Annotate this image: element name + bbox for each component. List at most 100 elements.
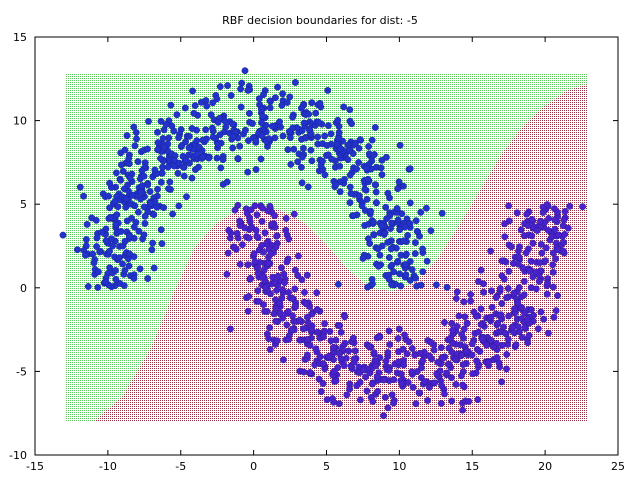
point-lower_moon — [487, 313, 495, 321]
point-upper_moon — [316, 99, 324, 107]
point-upper_moon — [160, 204, 168, 212]
point-upper_moon — [368, 136, 376, 144]
point-lower_moon — [268, 220, 275, 228]
point-upper_moon — [355, 192, 363, 200]
point-upper_moon — [92, 216, 100, 224]
point-lower_moon — [359, 366, 367, 374]
point-upper_moon — [399, 182, 407, 190]
point-lower_moon — [369, 398, 377, 405]
point-lower_moon — [374, 387, 382, 395]
point-lower_moon — [529, 239, 537, 247]
point-lower_moon — [263, 308, 271, 315]
point-lower_moon — [544, 279, 551, 287]
point-lower_moon — [314, 328, 322, 336]
point-lower_moon — [401, 331, 408, 339]
point-upper_moon — [404, 231, 412, 239]
point-upper_moon — [394, 257, 402, 265]
point-upper_moon — [387, 245, 395, 253]
point-upper_moon — [365, 143, 372, 150]
point-upper_moon — [348, 120, 355, 128]
point-lower_moon — [487, 336, 495, 344]
point-lower_moon — [443, 369, 451, 377]
point-lower_moon — [501, 220, 508, 228]
point-upper_moon — [241, 67, 249, 75]
point-lower_moon — [291, 285, 299, 293]
point-upper_moon — [96, 248, 104, 256]
point-lower_moon — [475, 278, 482, 285]
point-lower_moon — [496, 285, 504, 292]
point-lower_moon — [340, 362, 348, 369]
point-upper_moon — [346, 106, 354, 114]
point-lower_moon — [343, 391, 351, 399]
point-upper_moon — [149, 239, 157, 247]
point-upper_moon — [361, 185, 369, 193]
point-upper_moon — [193, 151, 201, 159]
point-upper_moon — [244, 87, 252, 94]
point-upper_moon — [276, 118, 283, 126]
point-upper_moon — [195, 163, 202, 171]
point-upper_moon — [334, 135, 342, 143]
point-lower_moon — [330, 343, 337, 351]
point-upper_moon — [417, 208, 425, 216]
point-upper_moon — [165, 185, 172, 193]
point-upper_moon — [106, 204, 114, 212]
region-class-b — [65, 83, 588, 422]
point-upper_moon — [112, 221, 120, 228]
y-tick-label: 5 — [20, 198, 27, 211]
point-upper_moon — [134, 208, 142, 216]
point-lower_moon — [560, 238, 568, 246]
point-upper_moon — [411, 250, 419, 258]
point-upper_moon — [214, 118, 222, 126]
point-upper_moon — [252, 137, 260, 145]
point-lower_moon — [520, 291, 528, 299]
point-upper_moon — [119, 167, 127, 175]
point-upper_moon — [299, 144, 307, 152]
point-upper_moon — [180, 172, 188, 180]
point-upper_moon — [321, 132, 328, 140]
point-upper_moon — [324, 87, 332, 94]
point-upper_moon — [188, 174, 196, 182]
point-lower_moon — [550, 313, 558, 321]
point-lower_moon — [321, 320, 328, 327]
x-tick-label: -10 — [99, 460, 117, 473]
point-upper_moon — [355, 144, 363, 152]
point-upper_moon — [125, 262, 133, 270]
point-upper_moon — [162, 121, 170, 128]
point-lower_moon — [258, 242, 265, 250]
point-upper_moon — [376, 251, 384, 259]
point-upper_moon — [175, 202, 183, 210]
point-lower_moon — [294, 252, 302, 260]
point-upper_moon — [229, 144, 237, 152]
point-lower_moon — [415, 389, 423, 397]
point-upper_moon — [83, 236, 90, 243]
point-lower_moon — [405, 338, 413, 346]
point-lower_moon — [284, 308, 292, 315]
point-lower_moon — [244, 307, 252, 315]
point-upper_moon — [260, 91, 267, 99]
point-upper_moon — [216, 131, 224, 139]
point-lower_moon — [448, 374, 455, 382]
point-upper_moon — [102, 278, 110, 286]
point-upper_moon — [341, 175, 348, 183]
point-upper_moon — [367, 207, 374, 215]
point-lower_moon — [350, 355, 358, 363]
point-lower_moon — [477, 266, 485, 274]
point-upper_moon — [216, 83, 224, 91]
point-lower_moon — [251, 258, 259, 266]
point-lower_moon — [480, 288, 487, 296]
point-lower_moon — [245, 234, 253, 242]
point-lower_moon — [551, 216, 559, 224]
point-lower_moon — [533, 227, 541, 234]
point-lower_moon — [332, 377, 340, 385]
point-lower_moon — [253, 211, 261, 219]
point-lower_moon — [408, 368, 416, 376]
point-upper_moon — [388, 261, 396, 269]
point-lower_moon — [549, 261, 557, 269]
point-lower_moon — [434, 358, 442, 366]
point-lower_moon — [349, 334, 357, 342]
point-upper_moon — [236, 142, 244, 150]
point-upper_moon — [257, 105, 265, 113]
point-lower_moon — [498, 378, 505, 386]
point-lower_moon — [231, 206, 239, 214]
point-upper_moon — [106, 179, 114, 187]
